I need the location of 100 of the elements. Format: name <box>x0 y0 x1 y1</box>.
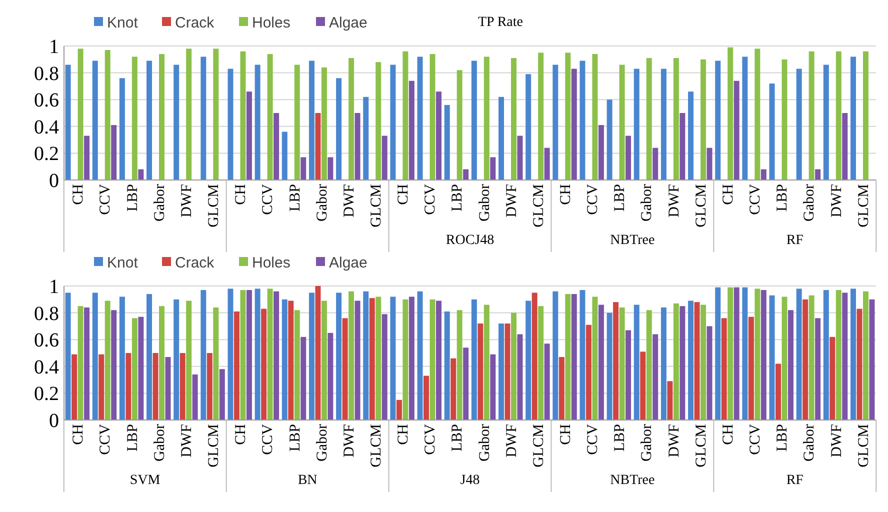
x-tick-label: CCV <box>585 184 602 215</box>
x-tick-label: CH <box>233 424 250 445</box>
bar <box>715 60 721 180</box>
y-tick-label: 0.6 <box>34 90 59 112</box>
bar <box>823 290 829 420</box>
bar <box>558 357 564 420</box>
bar <box>382 136 388 180</box>
bar <box>132 318 138 420</box>
bar <box>619 307 625 420</box>
x-tick-label: LBP <box>287 424 304 452</box>
bar <box>463 169 469 180</box>
x-tick-label: GLCM <box>530 424 547 468</box>
bar <box>84 307 90 420</box>
bar <box>111 310 117 420</box>
text: RF <box>786 233 804 248</box>
x-tick-label: LBP <box>124 424 141 452</box>
bar <box>634 304 640 420</box>
bar <box>436 300 442 420</box>
bar <box>408 296 414 420</box>
bar <box>592 296 598 420</box>
bar <box>823 64 829 180</box>
x-tick-label: LBP <box>450 184 466 212</box>
bar <box>382 314 388 420</box>
bar <box>240 51 246 180</box>
bar <box>228 288 234 420</box>
x-tick-label: DWF <box>666 184 682 218</box>
bar <box>78 48 84 180</box>
bar <box>186 48 192 180</box>
bar <box>769 84 775 180</box>
bar <box>146 294 152 420</box>
bar <box>490 157 496 180</box>
bar <box>498 96 504 180</box>
y-tick-label: 0.2 <box>34 143 59 166</box>
bar <box>138 169 144 180</box>
bar <box>742 56 748 180</box>
x-tick-label: CCV <box>422 424 439 455</box>
bar <box>782 296 788 420</box>
y-tick-label: 0.8 <box>34 62 59 85</box>
bar <box>104 50 110 180</box>
bar <box>598 304 604 420</box>
bar <box>408 80 414 180</box>
bar <box>471 299 477 420</box>
bar <box>688 300 694 420</box>
x-tick-label: CCV <box>98 424 114 455</box>
bar <box>842 113 848 180</box>
bar <box>288 300 294 420</box>
bar <box>200 56 206 180</box>
x-tick-label: Gabor <box>314 184 330 222</box>
x-tick-label: LBP <box>612 424 628 452</box>
legend-label: Algae <box>329 254 368 272</box>
bar <box>850 56 856 180</box>
bar <box>294 64 300 180</box>
text: RF <box>786 473 804 488</box>
x-tick-label: LBP <box>124 184 141 212</box>
bar <box>328 332 334 420</box>
y-tick-label: 0 <box>49 170 59 192</box>
bar <box>390 64 396 180</box>
bar <box>240 290 246 420</box>
bar <box>510 58 516 180</box>
bar <box>788 310 794 420</box>
bar <box>363 291 369 420</box>
x-tick-label: GLCM <box>368 424 384 468</box>
bar <box>580 60 586 180</box>
bar <box>782 59 788 180</box>
bar <box>850 288 856 420</box>
bar <box>436 92 442 180</box>
bar <box>396 400 402 420</box>
bar <box>267 288 273 420</box>
bar <box>869 299 875 420</box>
y-tick-label: 0.8 <box>34 302 59 325</box>
text: SVM <box>130 473 161 488</box>
bar <box>254 64 260 180</box>
x-tick-label: Gabor <box>802 184 818 222</box>
bar <box>504 324 510 420</box>
bar <box>92 60 98 180</box>
bar <box>336 292 342 420</box>
bar <box>348 291 354 420</box>
chart-title: TP Rate <box>478 15 523 30</box>
bar <box>517 334 523 420</box>
bar <box>808 51 814 180</box>
bar <box>104 300 110 420</box>
bar <box>652 334 658 420</box>
bar <box>544 148 550 180</box>
bar <box>417 56 423 180</box>
bar <box>72 354 78 420</box>
x-tick-label: CH <box>720 184 736 205</box>
x-tick-label: CCV <box>748 424 764 455</box>
bar <box>444 311 450 420</box>
bar <box>760 169 766 180</box>
bar <box>856 308 862 420</box>
bar <box>728 47 734 180</box>
x-tick-label: Gabor <box>476 424 493 462</box>
x-tick-label: CCV <box>260 424 276 455</box>
bar <box>640 352 646 420</box>
bar <box>742 287 748 420</box>
x-tick-label: CH <box>70 424 87 445</box>
bar <box>300 336 306 420</box>
text: NBTree <box>610 473 655 488</box>
bar <box>65 64 71 180</box>
bar <box>300 157 306 180</box>
